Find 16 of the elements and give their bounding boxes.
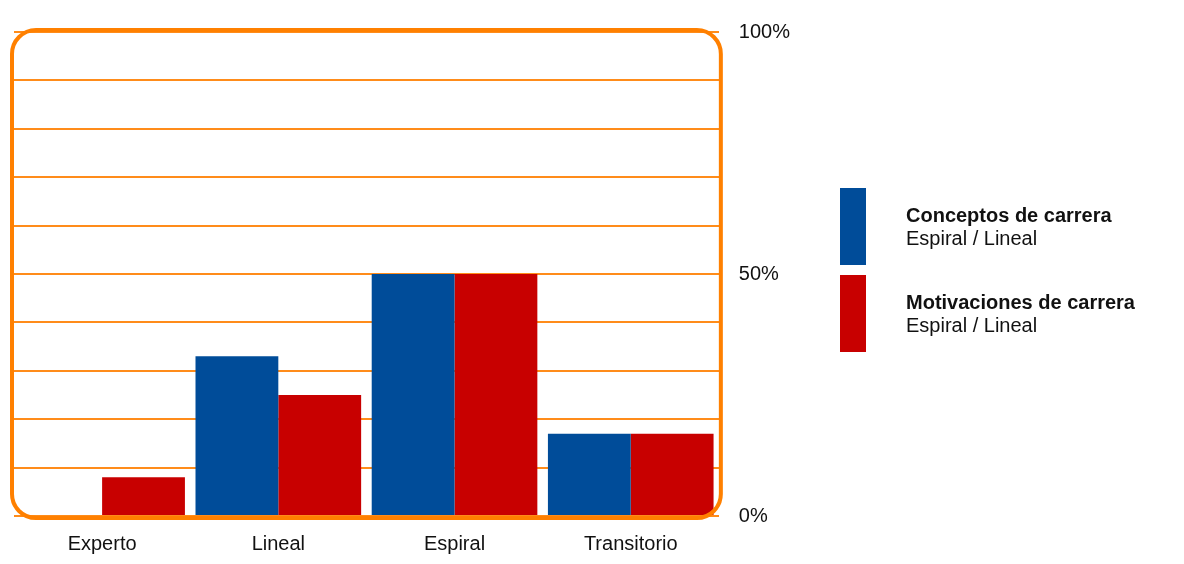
x-tick-label: Experto <box>67 531 137 554</box>
bar <box>278 395 362 515</box>
bar <box>371 274 455 515</box>
bar <box>454 274 538 515</box>
y-tick-label: 0% <box>738 503 768 526</box>
y-tick-label: 50% <box>738 261 780 284</box>
bar <box>630 433 714 515</box>
text: Conceptos de carrera Espiral / Lineal <box>906 203 1112 250</box>
text: Motivaciones de carrera Espiral / Lineal <box>906 290 1135 337</box>
bar <box>102 477 185 515</box>
y-tick-label: 100% <box>738 19 791 42</box>
bar <box>195 356 279 515</box>
x-tick-label: Espiral <box>423 531 486 554</box>
x-tick-label: Transitorio <box>583 531 678 554</box>
bar <box>547 433 631 515</box>
x-tick-label: Lineal <box>251 531 306 554</box>
